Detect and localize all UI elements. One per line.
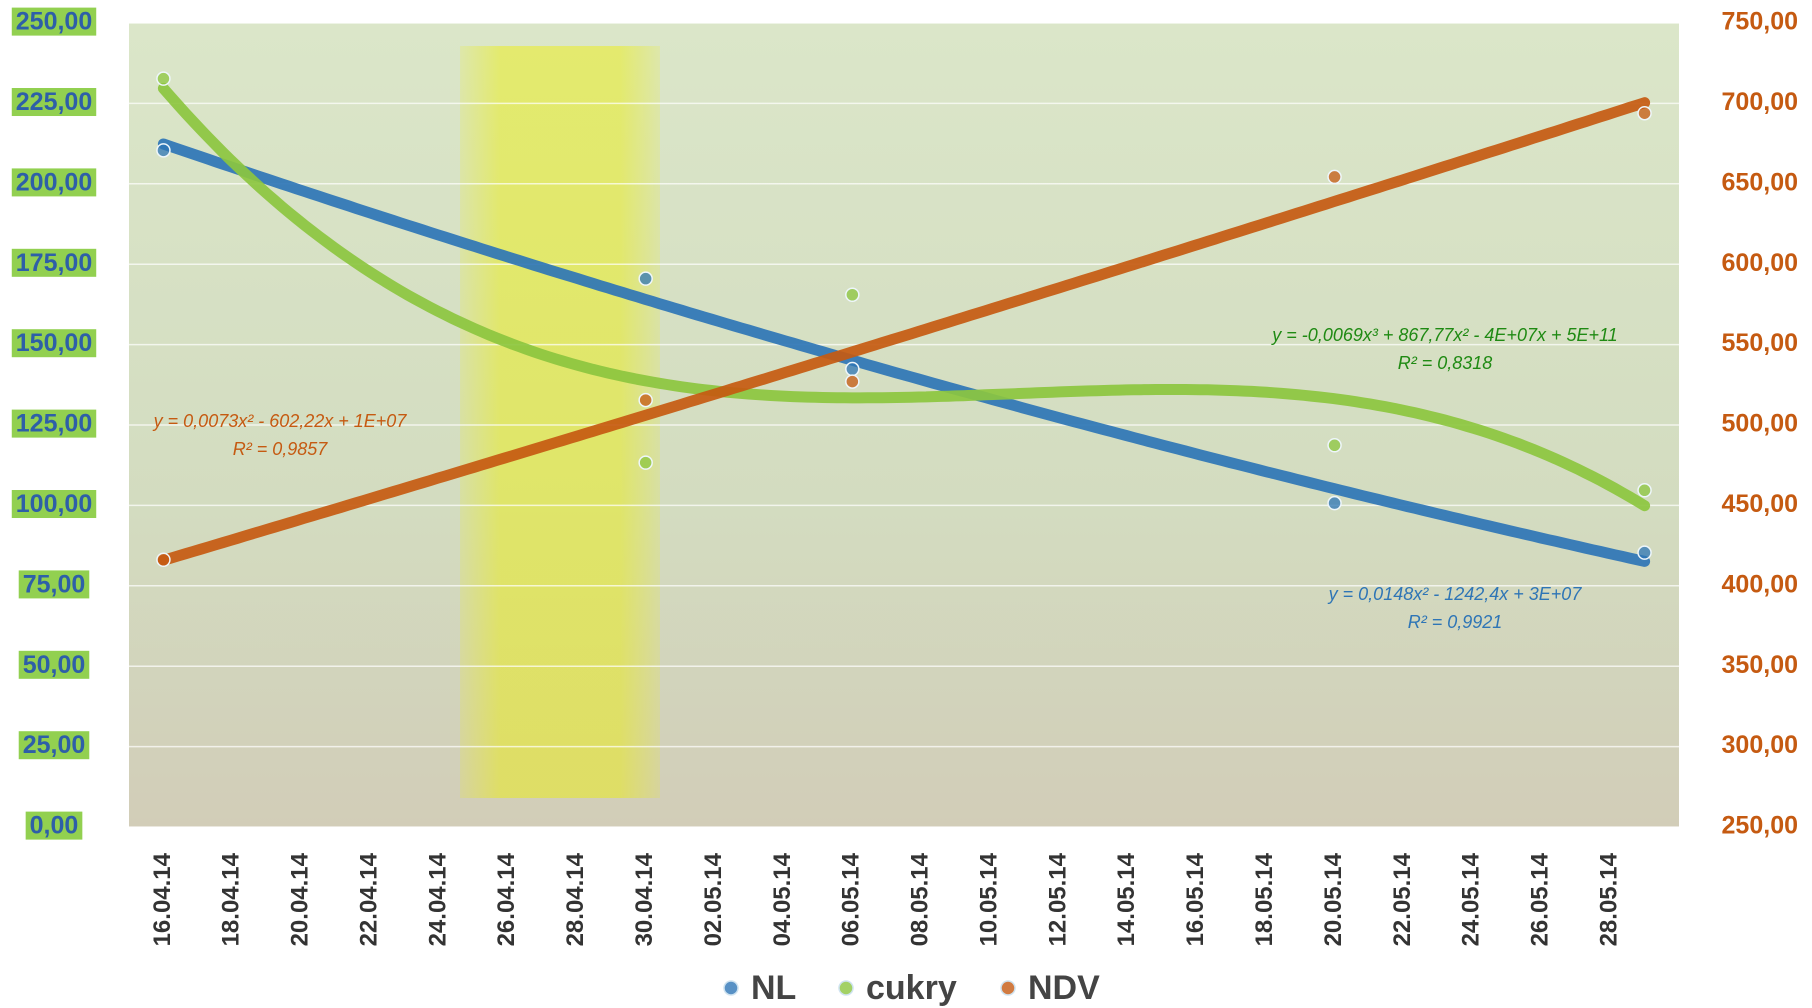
y-tick-label-background — [11, 168, 97, 197]
trendline-equation: y = 0,0073x² - 602,22x + 1E+07 — [152, 411, 408, 431]
x-tick-label: 20.04.14 — [287, 852, 314, 946]
y-tick-label: 0,00 — [30, 812, 79, 840]
x-tick-label: 04.05.14 — [769, 852, 796, 946]
trendline — [157, 82, 1651, 512]
x-tick-label: 02.05.14 — [700, 852, 727, 946]
x-tick-label: 24.05.14 — [1458, 852, 1485, 946]
y-tick-label-background — [18, 570, 90, 599]
legend-marker — [1000, 980, 1016, 996]
y2-tick-label: 600,00 — [1722, 249, 1798, 277]
y-tick-label-background — [11, 7, 97, 36]
y-tick-label: 50,00 — [23, 651, 86, 679]
x-tick-label: 16.05.14 — [1182, 852, 1209, 946]
legend-label: cukry — [866, 969, 957, 1007]
x-tick-label: 08.05.14 — [907, 852, 934, 946]
trendline-equation: y = 0,0148x² - 1242,4x + 3E+07 — [1327, 584, 1583, 604]
y-tick-label-background — [18, 650, 90, 679]
marker — [1327, 438, 1342, 453]
y-tick-label-background — [11, 490, 97, 519]
trendline-r2: R² = 0,8318 — [1398, 353, 1493, 373]
y-tick-label: 175,00 — [16, 249, 92, 277]
x-tick-label: 26.05.14 — [1527, 852, 1554, 946]
y2-tick-label: 450,00 — [1722, 490, 1798, 518]
y-tick-label: 250,00 — [16, 8, 92, 36]
x-tick-label: 30.04.14 — [631, 852, 658, 946]
marker — [156, 552, 171, 568]
trendline-r2: R² = 0,9857 — [233, 439, 329, 459]
y2-tick-label: 550,00 — [1722, 329, 1798, 357]
x-tick-label: 20.05.14 — [1320, 852, 1347, 946]
y2-tick-label: 250,00 — [1722, 812, 1798, 840]
y-tick-label-background — [11, 329, 97, 358]
marker — [1327, 495, 1342, 511]
y2-tick-label: 400,00 — [1722, 570, 1798, 598]
y-tick-label: 125,00 — [16, 410, 92, 438]
legend-marker — [838, 980, 854, 996]
y-tick-label-background — [11, 248, 97, 277]
y2-tick-label: 750,00 — [1722, 8, 1798, 36]
y-tick-label: 25,00 — [23, 731, 86, 759]
legend-label: NL — [751, 969, 796, 1007]
marker — [845, 361, 860, 377]
trendline-r2: R² = 0,9921 — [1408, 612, 1503, 632]
x-tick-label: 12.05.14 — [1044, 852, 1071, 946]
y-tick-label-background — [25, 811, 83, 840]
x-tick-label: 14.05.14 — [1113, 852, 1140, 946]
x-tick-label: 22.05.14 — [1389, 852, 1416, 946]
x-tick-label: 22.04.14 — [355, 852, 382, 946]
y-tick-label: 200,00 — [16, 168, 92, 196]
marker — [1637, 105, 1652, 121]
marker — [638, 455, 653, 470]
marker — [1327, 169, 1342, 185]
x-tick-label: 24.04.14 — [424, 852, 451, 946]
trendline — [157, 138, 1651, 567]
y2-tick-label: 300,00 — [1722, 731, 1798, 759]
marker — [638, 392, 653, 408]
x-tick-label: 06.05.14 — [838, 852, 865, 946]
y2-tick-label: 650,00 — [1722, 168, 1798, 196]
marker — [1637, 545, 1652, 560]
marker — [638, 271, 653, 286]
y-tick-label: 150,00 — [16, 329, 92, 357]
trendline — [157, 97, 1651, 566]
x-tick-label: 28.05.14 — [1595, 852, 1622, 946]
legend-marker — [723, 980, 739, 996]
y-tick-label-background — [11, 88, 97, 117]
x-tick-label: 18.04.14 — [218, 852, 245, 946]
y-tick-label: 100,00 — [16, 490, 92, 518]
x-tick-label: 10.05.14 — [975, 852, 1002, 946]
y2-tick-label: 350,00 — [1722, 651, 1798, 679]
trendline-equation: y = -0,0069x³ + 867,77x² - 4E+07x + 5E+1… — [1270, 325, 1617, 345]
y-tick-label: 75,00 — [23, 570, 86, 598]
y2-tick-label: 700,00 — [1722, 88, 1798, 116]
y-tick-label-background — [11, 409, 97, 438]
marker — [1637, 483, 1652, 498]
marker — [845, 287, 860, 303]
y2-tick-label: 500,00 — [1722, 410, 1798, 438]
legend-label: NDV — [1028, 969, 1100, 1007]
x-tick-label: 16.04.14 — [149, 852, 176, 946]
marker — [156, 143, 171, 158]
x-tick-label: 26.04.14 — [493, 852, 520, 946]
marker — [156, 71, 171, 86]
y-tick-label: 225,00 — [16, 88, 92, 116]
x-tick-label: 28.04.14 — [562, 852, 589, 946]
marker — [845, 374, 860, 389]
x-tick-label: 18.05.14 — [1251, 852, 1278, 946]
y-tick-label-background — [18, 731, 90, 760]
